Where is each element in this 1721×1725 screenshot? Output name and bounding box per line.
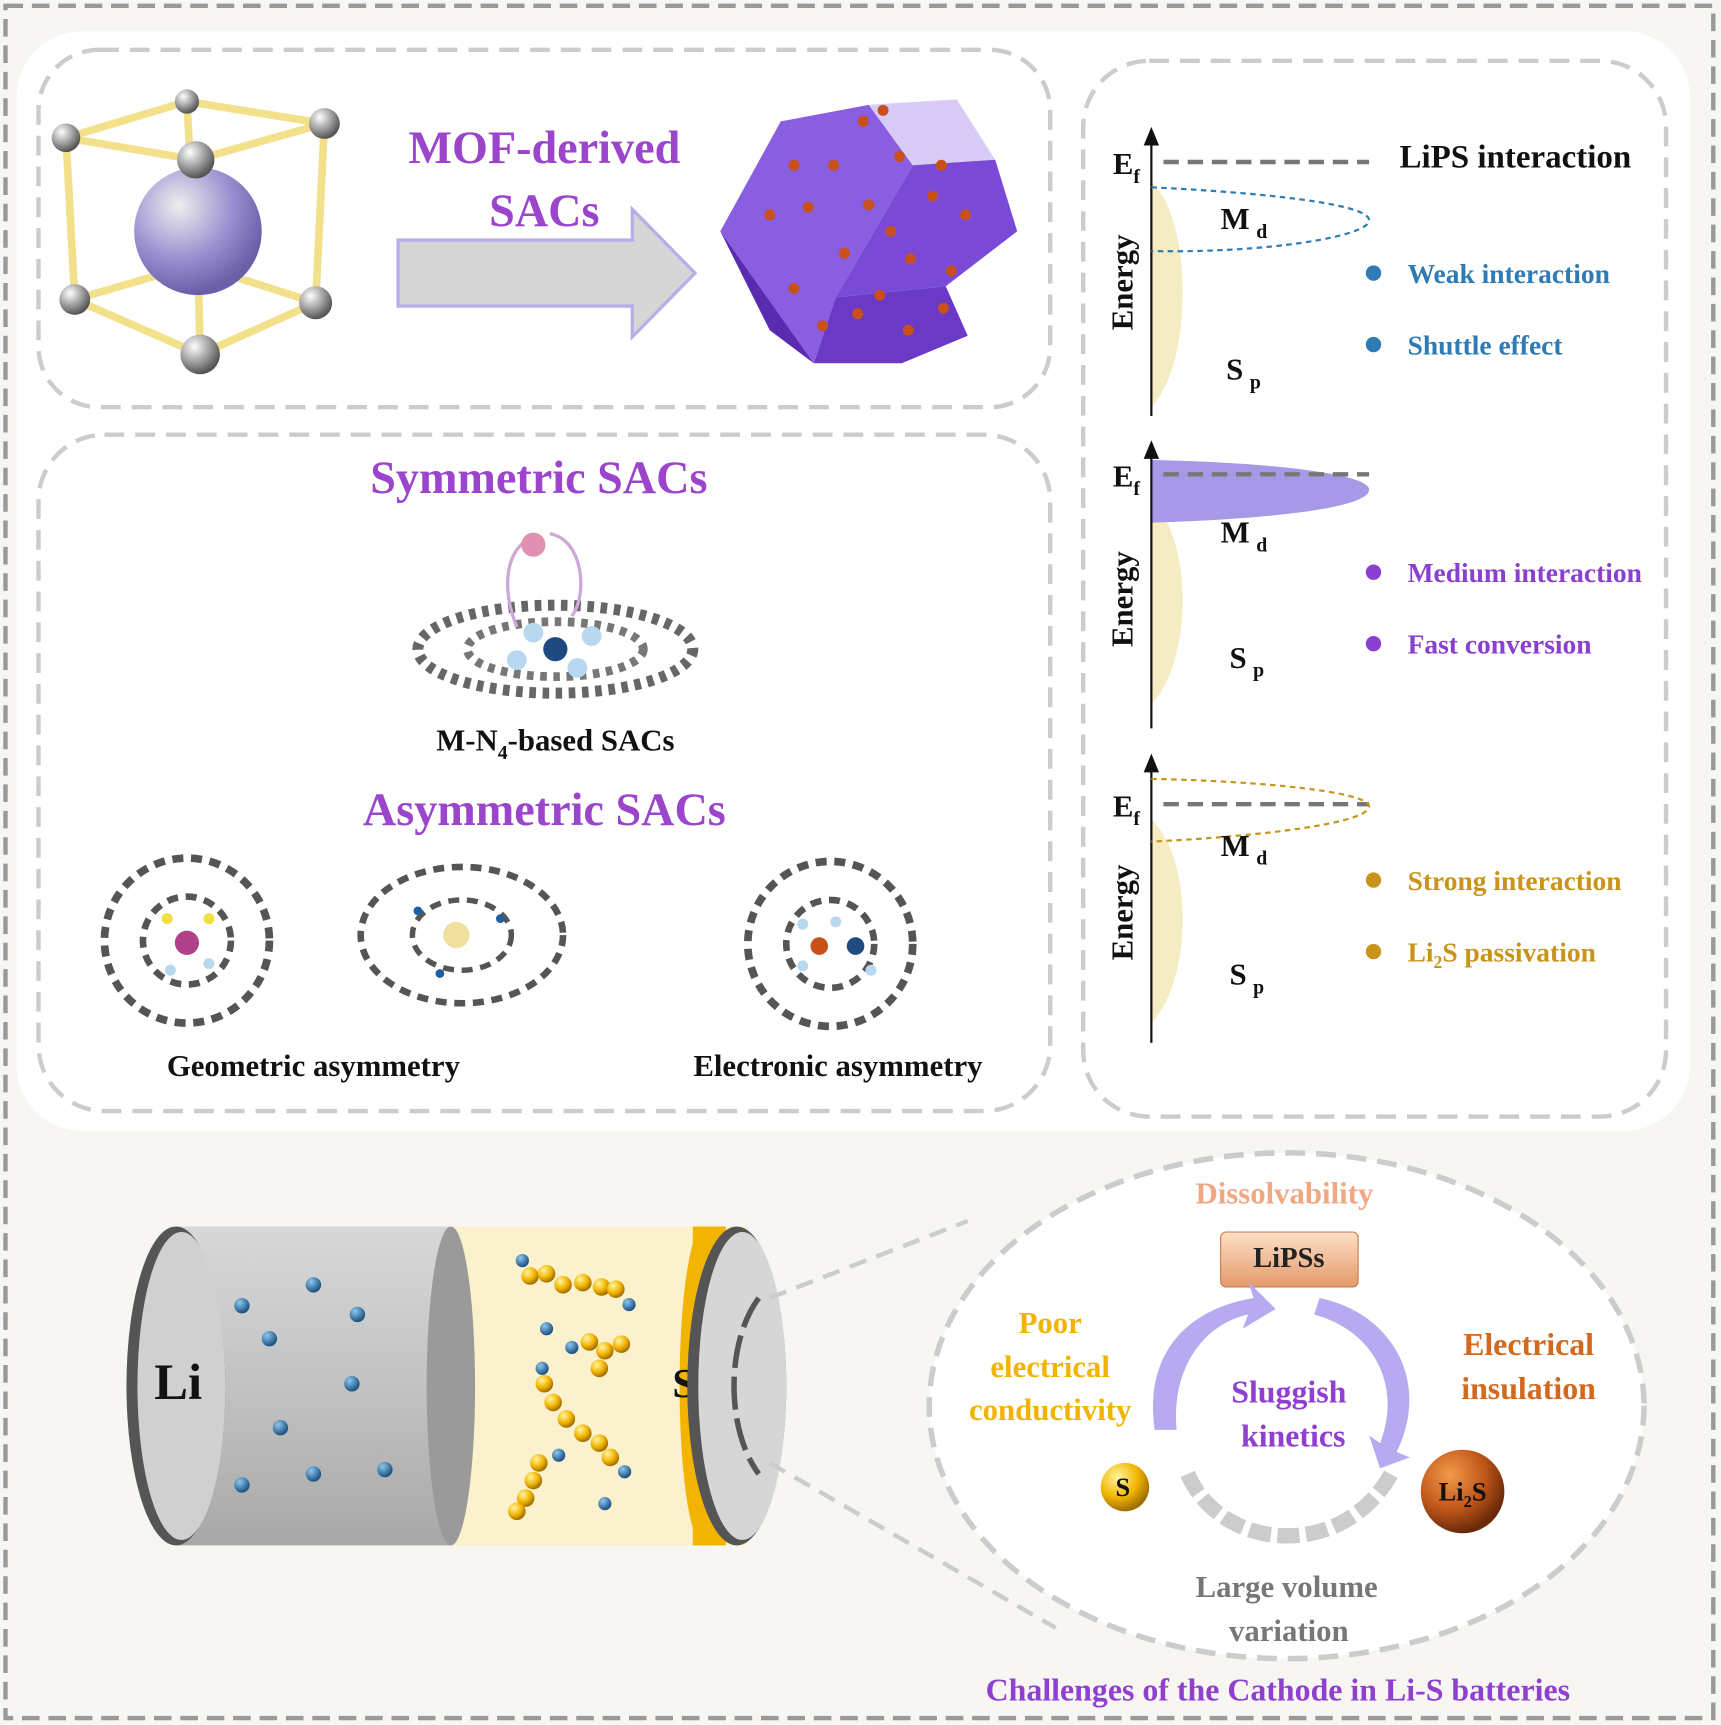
energy-box xyxy=(1080,58,1669,1119)
shuttle-effect-label: Shuttle effect xyxy=(1408,330,1564,360)
mof-box xyxy=(36,47,1053,410)
sp-band xyxy=(1151,819,1183,1024)
li2s-ball xyxy=(1420,1449,1505,1534)
md-band xyxy=(1151,777,1371,843)
bullet-icon xyxy=(1365,943,1382,960)
ef-label: Ef xyxy=(1113,789,1141,830)
axis-arrow-icon xyxy=(1143,126,1160,146)
mof-title-line2: SACs xyxy=(489,185,599,236)
asymmetric-sacs-title: Asymmetric SACs xyxy=(363,784,726,835)
lipss-label: LiPSs xyxy=(1253,1243,1324,1274)
electronic-asymmetry-structure xyxy=(743,857,917,1031)
volume-cycle-arrow-icon xyxy=(1180,1470,1398,1544)
electronic-asymmetry-label: Electronic asymmetry xyxy=(693,1049,983,1083)
ef-label: Ef xyxy=(1113,459,1141,500)
li-anode-label: Li xyxy=(154,1354,202,1410)
ef-label: Ef xyxy=(1113,147,1141,188)
poor-conductivity-line1: Poor xyxy=(1019,1306,1082,1340)
energy-axis-label: Energy xyxy=(1106,551,1140,647)
outer-border xyxy=(3,3,1716,1721)
electrical-insulation-line1: Electrical xyxy=(1463,1327,1594,1362)
mn4-structure-illustration xyxy=(412,532,699,699)
medium-interaction-label: Medium interaction xyxy=(1408,558,1642,588)
bullet-icon xyxy=(1365,564,1382,580)
mof-title-line1: MOF-derived xyxy=(408,122,680,173)
poor-conductivity-line3: conductivity xyxy=(969,1393,1132,1427)
bullet-icon xyxy=(1365,635,1382,652)
right-arrow-icon xyxy=(396,205,698,341)
challenges-caption: Challenges of the Cathode in Li-S batter… xyxy=(986,1672,1570,1707)
geometric-asymmetry-label: Geometric asymmetry xyxy=(167,1049,461,1083)
mn4-label: M-N4-based SACs xyxy=(436,723,674,764)
sulfur-ball xyxy=(1100,1462,1150,1512)
axis-arrow-icon xyxy=(1143,440,1160,459)
li2s-ball-label: Li2S xyxy=(1439,1476,1487,1511)
electrical-insulation-line2: insulation xyxy=(1461,1371,1596,1406)
poor-conductivity-line2: electrical xyxy=(990,1350,1110,1384)
bullet-icon xyxy=(1365,265,1382,281)
cycle-arrow-icon xyxy=(1152,1281,1276,1430)
sacs-box xyxy=(36,432,1053,1114)
energy-axis-label: Energy xyxy=(1106,864,1140,960)
cage-vertex-atoms xyxy=(51,89,340,375)
geometric-asymmetry-structures xyxy=(100,854,567,1027)
weak-interaction-label: Weak interaction xyxy=(1408,259,1610,289)
energy-axis-label: Energy xyxy=(1106,234,1140,330)
axis-arrow-icon xyxy=(1143,753,1160,773)
dissolvability-label: Dissolvability xyxy=(1195,1176,1373,1210)
symmetric-sacs-title: Symmetric SACs xyxy=(370,452,707,503)
sp-band xyxy=(1151,500,1183,705)
li2s-passivation-label: Li2S passivation xyxy=(1408,937,1596,972)
zoom-guide-line xyxy=(768,1218,969,1301)
sluggish-kinetics-line2: kinetics xyxy=(1241,1418,1345,1453)
lipss-box xyxy=(1220,1231,1359,1288)
li-s-battery-illustration: Li S xyxy=(126,1226,787,1546)
metal-node-sphere xyxy=(134,167,262,296)
cycle-arrow-icon xyxy=(1314,1297,1410,1469)
volume-variation-line1: Large volume xyxy=(1196,1570,1378,1604)
strong-interaction-label: Strong interaction xyxy=(1408,866,1622,896)
sp-band xyxy=(1151,181,1183,408)
fast-conversion-label: Fast conversion xyxy=(1408,630,1592,660)
sluggish-kinetics-line1: Sluggish xyxy=(1231,1374,1346,1409)
sac-polyhedron-illustration xyxy=(720,99,1018,364)
md-band xyxy=(1151,186,1371,253)
lips-interaction-header: LiPS interaction xyxy=(1399,140,1631,176)
bullet-icon xyxy=(1365,336,1382,353)
bullet-icon xyxy=(1365,872,1382,888)
sulfur-ball-label: S xyxy=(1115,1472,1130,1502)
volume-variation-line2: variation xyxy=(1229,1614,1349,1648)
